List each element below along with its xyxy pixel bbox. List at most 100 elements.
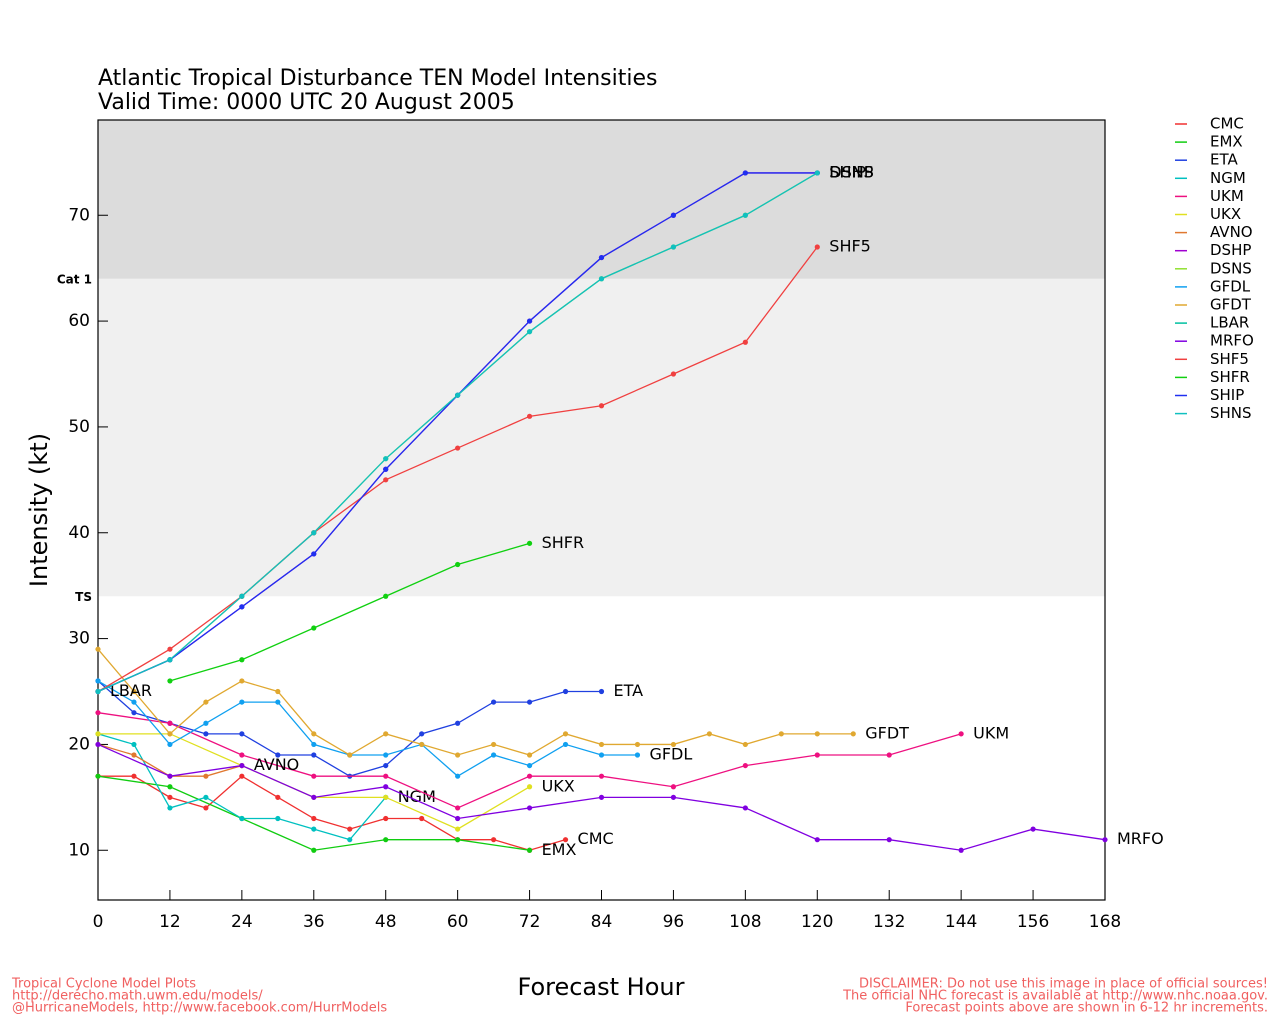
data-point [347, 826, 353, 832]
series-end-label: GFDL [649, 745, 692, 764]
data-point [455, 445, 461, 451]
legend-label: NGM [1210, 169, 1246, 187]
legend-label: SHNS [1210, 404, 1252, 422]
data-point [562, 731, 569, 737]
data-point [131, 710, 137, 716]
chart-title: Atlantic Tropical Disturbance TEN Model … [98, 66, 657, 91]
footer-right: Forecast points above are shown in 6-12 … [905, 1001, 1268, 1016]
series-end-label: UKX [542, 776, 575, 795]
legend-label: AVNO [1210, 223, 1253, 241]
y-axis-label: Intensity (kt) [25, 433, 53, 587]
data-point [814, 170, 820, 176]
data-point [167, 794, 173, 800]
series-line [97, 680, 638, 777]
data-point [670, 784, 677, 790]
threshold-label: TS [75, 590, 92, 604]
data-point [95, 646, 101, 652]
data-point [526, 699, 533, 705]
legend-label: LBAR [1210, 314, 1249, 332]
data-point [347, 752, 353, 758]
legend-label: UKM [1210, 187, 1244, 205]
series-line [98, 775, 566, 851]
data-point [742, 762, 748, 769]
series-line [97, 733, 387, 841]
data-point [167, 784, 173, 790]
data-point [850, 731, 856, 737]
data-point [131, 699, 137, 705]
data-point [958, 731, 964, 737]
data-point [383, 466, 389, 472]
data-point [311, 625, 317, 631]
data-point [526, 762, 533, 769]
x-tick-label: 168 [1089, 912, 1121, 932]
data-point [886, 837, 892, 843]
x-tick-label: 156 [1017, 912, 1049, 932]
data-point [419, 815, 425, 822]
data-point [167, 805, 173, 811]
data-point [311, 815, 317, 822]
data-point [670, 741, 677, 748]
y-tick-label: 70 [68, 205, 90, 225]
data-point [203, 699, 209, 705]
data-point [275, 688, 281, 695]
data-point [491, 741, 497, 748]
series-line [97, 680, 602, 777]
data-point [598, 403, 605, 409]
series-end-label: NGM [398, 787, 436, 806]
data-point [742, 170, 748, 176]
footer-left: Tropical Cyclone Model Plots [11, 977, 196, 992]
data-point [814, 752, 820, 758]
data-point [526, 540, 533, 546]
data-point [455, 720, 461, 726]
y-tick-label: 30 [68, 629, 90, 649]
data-point [239, 752, 245, 758]
series-end-label: DSHP [829, 162, 874, 181]
data-point [311, 847, 317, 853]
legend-label: SHFR [1210, 368, 1250, 386]
legend-label: DSNS [1210, 259, 1252, 277]
data-point [383, 731, 389, 737]
legend-label: DSHP [1210, 241, 1251, 259]
x-tick-label: 48 [375, 912, 397, 932]
data-point [742, 805, 748, 811]
data-point [634, 752, 641, 758]
data-point [275, 699, 281, 705]
y-tick-label: 20 [68, 734, 90, 754]
data-point [526, 329, 533, 335]
data-point [203, 805, 209, 811]
data-point [275, 815, 281, 822]
data-point [598, 794, 605, 800]
x-tick-label: 72 [519, 912, 541, 932]
data-point [491, 837, 497, 843]
data-point [239, 593, 245, 599]
data-point [526, 318, 533, 324]
data-point [419, 741, 425, 748]
legend-label: EMX [1210, 133, 1243, 151]
data-point [778, 731, 784, 737]
series-end-label: ETA [614, 681, 644, 700]
intensity-band [98, 278, 1105, 597]
data-point [131, 752, 137, 758]
footer-left: http://derecho.math.uwm.edu/models/ [12, 989, 263, 1004]
data-point [491, 699, 497, 705]
x-axis-label: Forecast Hour [518, 973, 685, 1001]
x-tick-label: 144 [945, 912, 977, 932]
data-point [598, 741, 605, 748]
series-line [97, 648, 854, 756]
legend-label: SHIP [1210, 386, 1244, 404]
data-point [95, 731, 101, 737]
data-point [275, 794, 281, 800]
series-end-label: SHF5 [829, 237, 871, 256]
series-end-label: AVNO [254, 755, 299, 774]
data-point [742, 339, 748, 345]
data-point [95, 710, 101, 716]
threshold-label: Cat 1 [57, 272, 92, 286]
data-point [455, 837, 461, 843]
data-point [239, 604, 245, 610]
x-tick-label: 96 [663, 912, 685, 932]
data-point [455, 815, 461, 822]
data-point [203, 720, 209, 726]
data-point [311, 773, 317, 779]
x-tick-label: 0 [93, 912, 104, 932]
